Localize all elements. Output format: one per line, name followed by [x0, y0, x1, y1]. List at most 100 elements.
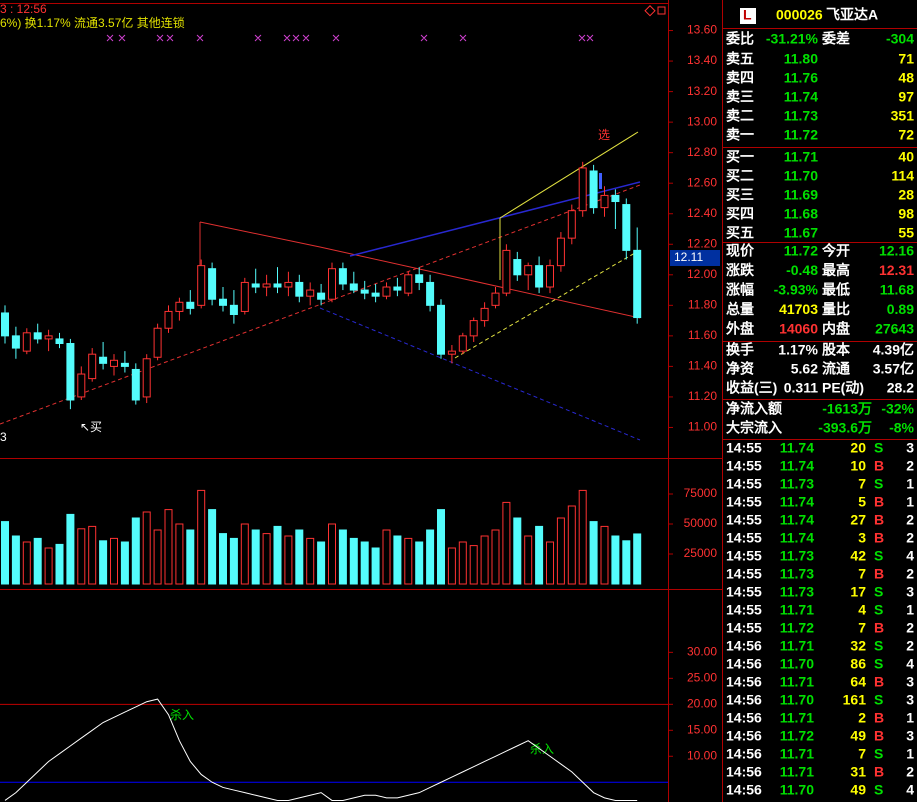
- volume-bar: [382, 529, 391, 585]
- book-label: 买一: [726, 149, 754, 165]
- label: PE(动): [822, 380, 864, 396]
- trade-volume: 49: [850, 782, 866, 798]
- candle-body: [273, 283, 282, 288]
- trade-side: B: [874, 458, 884, 474]
- book-label: 卖五: [726, 51, 754, 67]
- volume-bar: [77, 528, 86, 585]
- book-price: 11.67: [784, 225, 818, 241]
- trade-price: 11.70: [780, 692, 814, 708]
- candle-body: [393, 286, 402, 291]
- trade-time: 14:55: [726, 458, 762, 474]
- label: 涨跌: [726, 262, 755, 278]
- trade-count: 2: [906, 638, 914, 654]
- volume-bar: [208, 509, 217, 585]
- volume-bar: [535, 525, 544, 585]
- candle-body: [262, 283, 271, 288]
- trade-price: 11.74: [780, 458, 814, 474]
- label: 涨幅: [726, 282, 754, 298]
- trade-side: S: [874, 782, 883, 798]
- candle-body: [480, 307, 489, 322]
- label: 总量: [726, 301, 754, 317]
- value: 27643: [875, 321, 914, 337]
- candle-body: [131, 368, 140, 401]
- y-tick-label: 25.00: [687, 671, 717, 685]
- trade-side: S: [874, 638, 883, 654]
- volume-bar: [33, 537, 42, 585]
- volume-bar: [251, 529, 260, 585]
- badge: L: [743, 7, 752, 23]
- candle-body: [120, 362, 129, 367]
- y-tick-label: 12.00: [687, 267, 717, 281]
- candle-body: [175, 301, 184, 312]
- trade-price: 11.73: [780, 548, 814, 564]
- trade-count: 3: [906, 674, 914, 690]
- y-tick-label: 13.00: [687, 114, 717, 128]
- candle-body: [535, 265, 544, 288]
- trade-side: S: [874, 548, 883, 564]
- candle-body: [633, 249, 642, 319]
- volume-bar: [1, 521, 9, 585]
- trade-price: 11.74: [780, 530, 814, 546]
- candle-body: [502, 249, 511, 294]
- candle-body: [186, 301, 195, 309]
- value: 11.72: [784, 243, 818, 259]
- book-volume: 97: [898, 89, 914, 105]
- trade-price: 11.72: [780, 620, 814, 636]
- y-tick-label: 13.60: [687, 23, 717, 37]
- candle-body: [382, 286, 391, 297]
- volume-bar: [164, 509, 173, 585]
- candle-body: [600, 194, 609, 209]
- trade-time: 14:55: [726, 476, 762, 492]
- volume-bar: [546, 541, 554, 585]
- value: 4.39亿: [873, 342, 914, 358]
- label: 最高: [822, 262, 850, 278]
- value: 0.89: [887, 301, 914, 317]
- value: 41703: [779, 301, 818, 317]
- volume-bar: [110, 537, 118, 585]
- cursor-box: [670, 250, 720, 267]
- volume-bar: [578, 489, 587, 585]
- volume-bar: [513, 517, 522, 585]
- trade-volume: 2: [858, 710, 866, 726]
- trade-time: 14:55: [726, 584, 762, 600]
- trade-side: S: [874, 692, 883, 708]
- volume-bar: [415, 541, 424, 585]
- candle-body: [164, 310, 173, 329]
- trade-price: 11.74: [780, 440, 814, 456]
- book-volume: 98: [898, 206, 914, 222]
- badge-box: [740, 8, 756, 24]
- trade-time: 14:55: [726, 548, 762, 564]
- value: -0.48: [786, 262, 818, 278]
- y-tick-label: 12.80: [687, 145, 717, 159]
- candle-body: [349, 283, 358, 291]
- trade-price: 11.71: [780, 764, 814, 780]
- candle-body: [360, 289, 369, 294]
- candle-body: [415, 274, 424, 283]
- volume-bar: [219, 533, 227, 585]
- volume-bar: [328, 523, 336, 585]
- label: 股本: [822, 342, 851, 358]
- trade-side: B: [874, 674, 884, 690]
- candle-body: [589, 170, 598, 209]
- book-volume: 28: [898, 187, 914, 203]
- candle-body: [404, 274, 413, 294]
- volume-bar: [611, 535, 620, 585]
- trade-volume: 161: [843, 692, 867, 708]
- candle-body: [153, 327, 162, 358]
- trade-volume: 27: [850, 512, 866, 528]
- trade-count: 4: [906, 548, 914, 564]
- volume-bar: [306, 537, 315, 585]
- book-label: 卖四: [726, 70, 754, 86]
- trade-volume: 42: [850, 548, 866, 564]
- value: -304: [886, 31, 914, 47]
- y-tick-label: 15.00: [687, 722, 717, 736]
- trade-side: B: [874, 512, 884, 528]
- volume-bar: [404, 537, 413, 585]
- volume-bar: [175, 523, 184, 585]
- value: 14060: [779, 321, 818, 337]
- trade-volume: 4: [858, 602, 866, 618]
- volume-bar: [491, 529, 500, 585]
- trade-volume: 5: [858, 494, 866, 510]
- icon: [599, 173, 602, 189]
